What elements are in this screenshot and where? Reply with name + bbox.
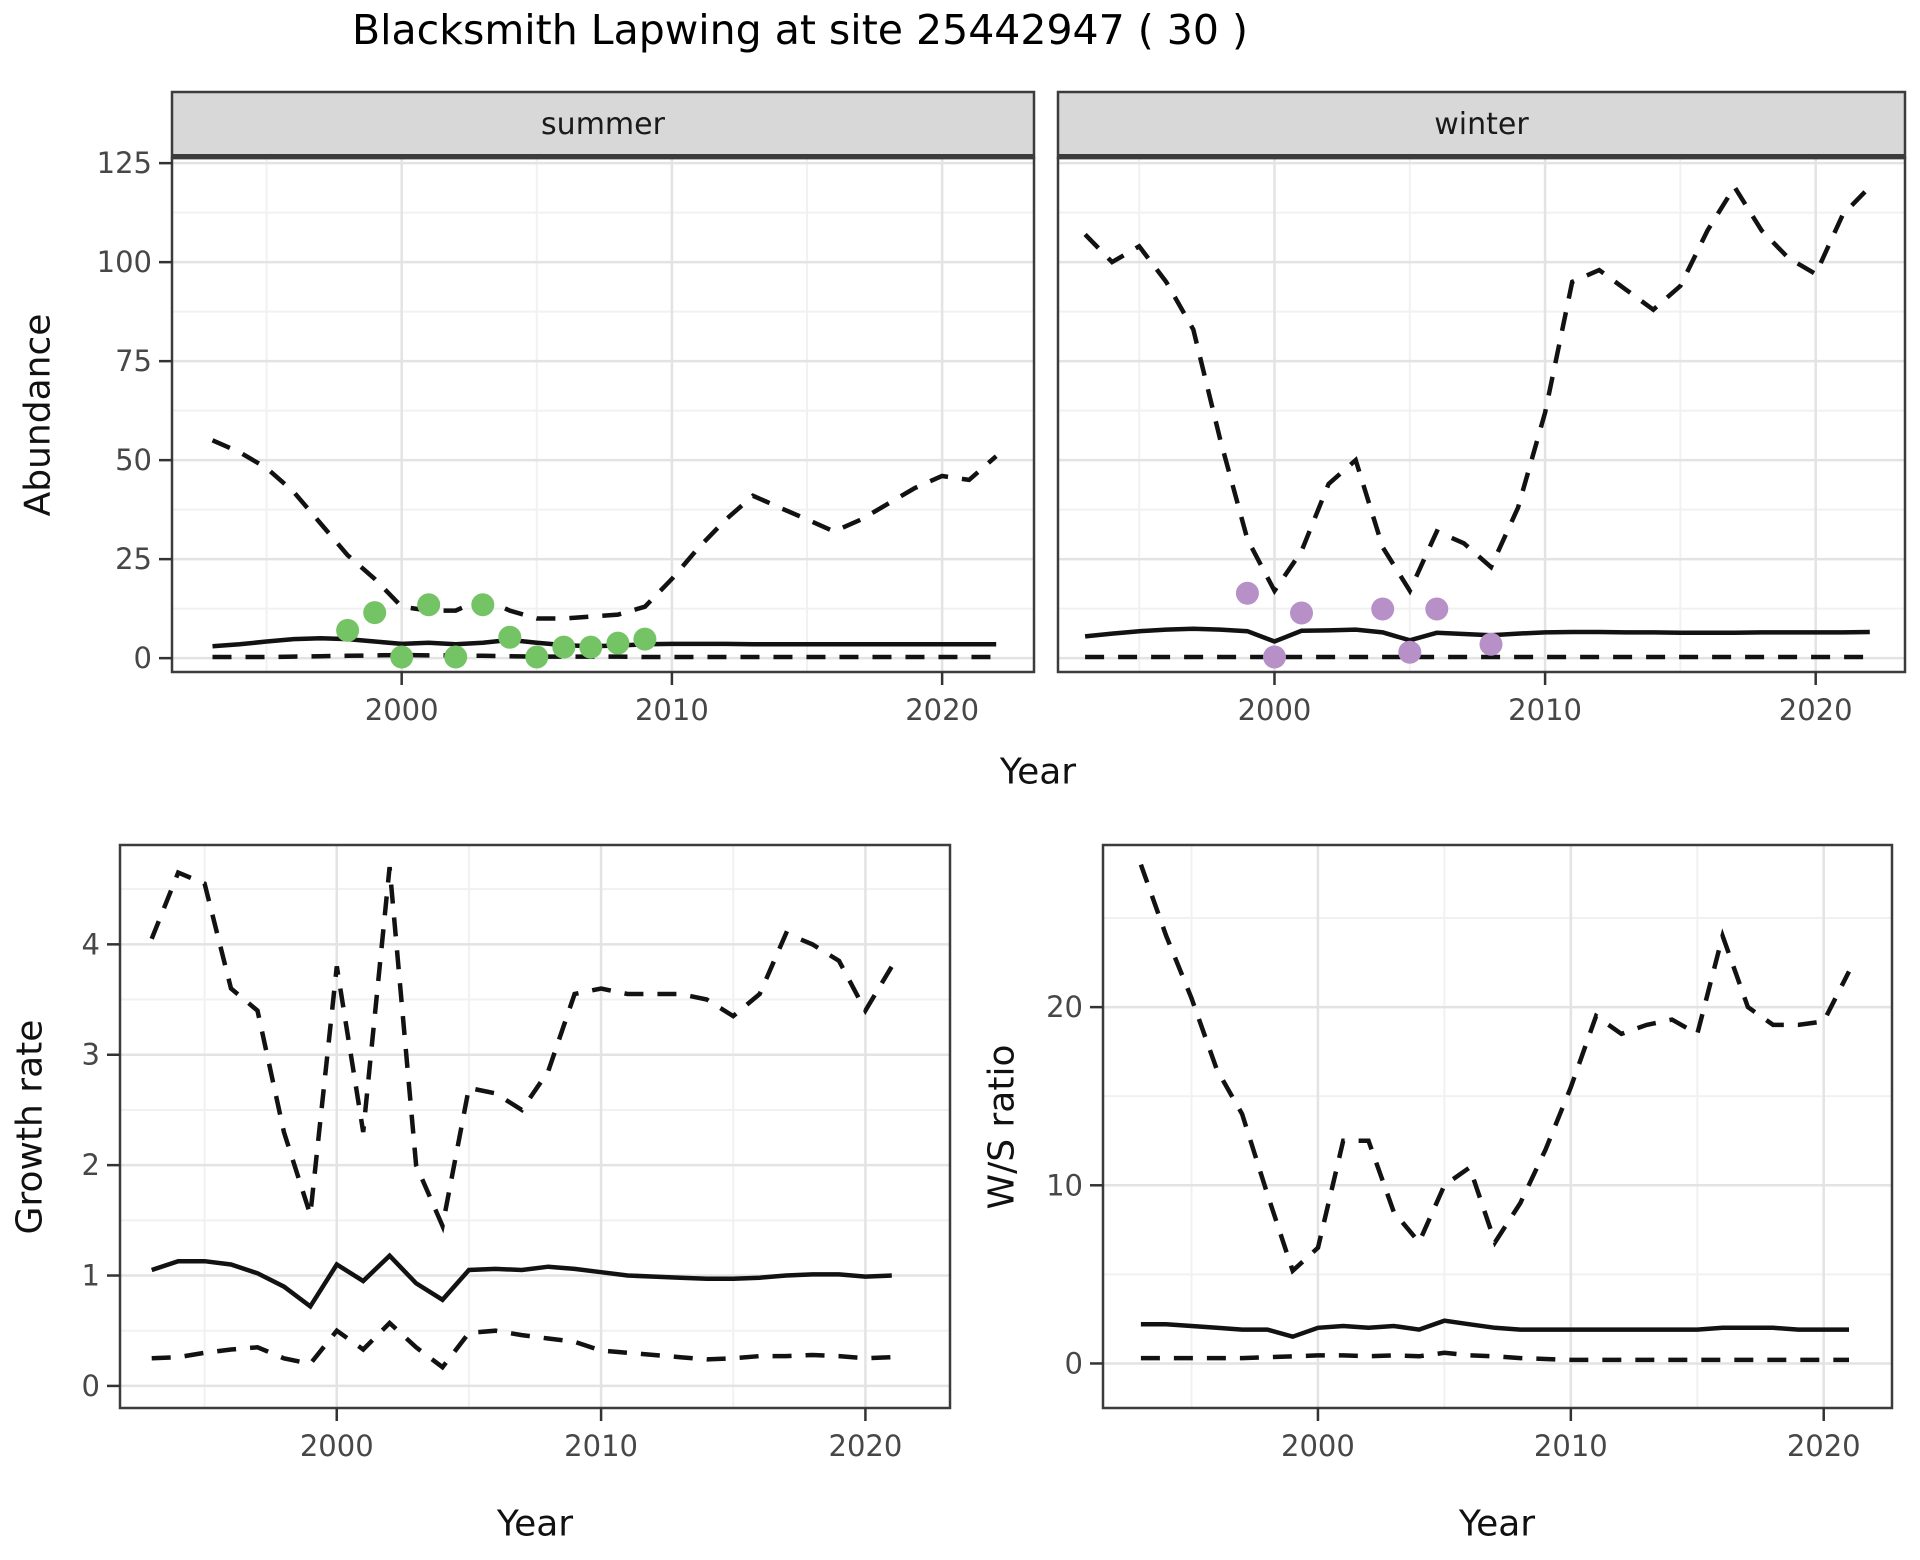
- top-year-axis-title: Year: [999, 751, 1077, 793]
- observed-point: [606, 631, 630, 655]
- median-line: [150, 1252, 892, 1310]
- x-tick-label: 2000: [1281, 1429, 1355, 1463]
- observed-point: [1371, 597, 1395, 621]
- median-line: [1140, 1318, 1849, 1340]
- observed-point: [1235, 581, 1259, 605]
- x-tick-label: 2000: [1238, 693, 1312, 727]
- panel-abundance-summer: 2000 2010 2020 0 25 50 75 100 125: [97, 90, 1036, 727]
- panel-background: [1058, 158, 1905, 672]
- observed-point: [417, 593, 441, 617]
- lower-ci-line: [151, 1319, 892, 1371]
- x-tick-label: 2020: [905, 693, 979, 727]
- y-tick-label: 75: [115, 344, 152, 378]
- observed-counts-group: [1235, 581, 1503, 669]
- observed-point: [336, 618, 360, 642]
- observed-point: [498, 625, 522, 649]
- x-tick-label: 2020: [829, 1429, 903, 1463]
- ws-ratio-axis-title: W/S ratio: [981, 1044, 1023, 1210]
- observed-counts-group: [336, 593, 657, 669]
- y-tick-label: 0: [1065, 1346, 1083, 1380]
- growth-rate-axis-title: Growth rate: [9, 1019, 51, 1235]
- y-tick-label: 0: [82, 1369, 100, 1403]
- observed-point: [552, 635, 576, 659]
- observed-point: [390, 645, 414, 669]
- panel-border: [118, 843, 952, 1410]
- y-tick-label: 125: [97, 146, 152, 180]
- upper-ci-line: [1138, 863, 1852, 1275]
- y-tick-label: 1: [82, 1259, 100, 1293]
- observed-point: [1425, 597, 1449, 621]
- x-tick-label: 2010: [564, 1429, 638, 1463]
- x-tick-label: 2000: [365, 693, 439, 727]
- panel-ws-ratio: 2000 2010 2020 0 10 20: [1046, 843, 1894, 1463]
- median-line: [1084, 626, 1870, 644]
- ws-year-axis-title: Year: [1458, 1503, 1536, 1545]
- facet-strip: [1056, 90, 1907, 160]
- observed-point: [579, 635, 603, 659]
- observed-point: [363, 601, 387, 625]
- growth-year-axis-title: Year: [496, 1503, 574, 1545]
- x-tick-label: 2010: [635, 693, 709, 727]
- y-tick-label: 10: [1046, 1168, 1083, 1202]
- x-tick-label: 2010: [1534, 1429, 1608, 1463]
- x-tick-label: 2010: [1508, 693, 1582, 727]
- y-tick-label: 3: [82, 1038, 100, 1072]
- y-tick-label: 100: [97, 245, 152, 279]
- y-tick-label: 25: [115, 542, 152, 576]
- observed-point: [1479, 632, 1503, 656]
- panel-background: [120, 845, 950, 1408]
- upper-ci-line: [211, 438, 998, 621]
- y-tick-label: 0: [134, 641, 152, 675]
- panel-background: [172, 158, 1034, 672]
- facet-strip: [170, 90, 1036, 160]
- x-tick-label: 2020: [1779, 693, 1853, 727]
- observed-point: [1398, 640, 1422, 664]
- y-tick-label: 20: [1046, 990, 1083, 1024]
- panel-growth-rate: 2000 2010 2020 0 1 2 3 4: [82, 843, 952, 1463]
- y-tick-label: 50: [115, 443, 152, 477]
- observed-point: [1290, 601, 1313, 625]
- facet-strip-summer-label: summer: [541, 107, 665, 142]
- figure-title: Blacksmith Lapwing at site 25442947 ( 30…: [352, 6, 1248, 54]
- facet-strip-winter-label: winter: [1434, 107, 1529, 142]
- y-tick-label: 2: [82, 1148, 100, 1182]
- observed-point: [1263, 645, 1286, 669]
- panel-background: [1103, 845, 1892, 1408]
- panel-border: [1101, 843, 1894, 1410]
- x-tick-label: 2020: [1787, 1429, 1861, 1463]
- observed-point: [444, 645, 468, 669]
- x-tick-label: 2000: [300, 1429, 374, 1463]
- panel-abundance-winter: 2000 2010 2020: [1056, 90, 1907, 727]
- abundance-axis-title: Abundance: [17, 313, 59, 517]
- observed-point: [633, 627, 657, 651]
- upper-ci-line: [1083, 182, 1872, 596]
- observed-point: [471, 593, 495, 617]
- observed-point: [525, 645, 549, 669]
- upper-ci-line: [149, 866, 894, 1234]
- y-tick-label: 4: [82, 927, 100, 961]
